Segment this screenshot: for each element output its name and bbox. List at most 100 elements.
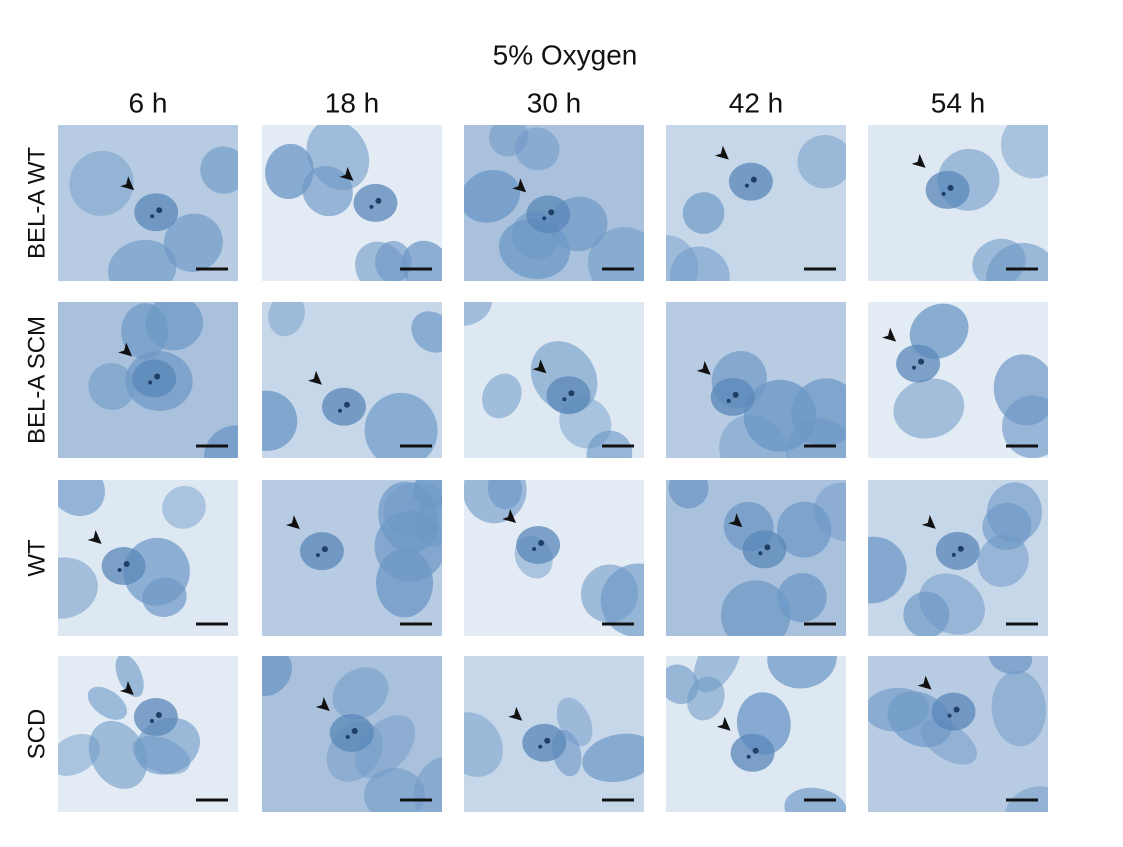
cell	[893, 378, 965, 439]
arrowhead	[508, 706, 523, 721]
micrograph	[58, 302, 238, 458]
figure-title: 5% Oxygen	[493, 39, 638, 70]
arrowhead	[921, 514, 936, 529]
parasite	[947, 184, 954, 191]
cell	[587, 227, 644, 281]
parasite	[544, 737, 551, 744]
infected-cell	[353, 183, 398, 222]
micrograph	[666, 480, 846, 636]
arrowhead	[696, 360, 711, 375]
arrowhead	[120, 176, 135, 191]
column-label: 42 h	[729, 87, 784, 118]
infected-cell	[728, 162, 773, 201]
cell	[355, 241, 409, 281]
parasite	[947, 713, 952, 718]
parasite	[562, 397, 567, 402]
parasite	[148, 380, 153, 385]
infected-cell	[526, 195, 571, 234]
parasite	[744, 183, 749, 188]
micrograph	[666, 302, 846, 458]
cell	[982, 502, 1032, 550]
infected-cell	[546, 376, 591, 415]
infected-cell	[134, 193, 179, 232]
arrowhead	[87, 530, 102, 545]
cell	[498, 219, 570, 279]
cell	[464, 170, 521, 223]
column-label: 54 h	[931, 87, 986, 118]
micrograph	[58, 480, 238, 636]
cell	[265, 143, 314, 200]
cell	[582, 733, 644, 783]
micrograph	[262, 656, 442, 812]
cell	[415, 499, 442, 547]
parasite	[337, 408, 342, 413]
parasite	[912, 365, 917, 370]
parasite	[918, 358, 925, 365]
cell	[364, 768, 425, 812]
cell	[682, 192, 725, 234]
row-label: SCD	[23, 709, 50, 760]
arrowhead	[315, 696, 330, 711]
arrowhead	[339, 166, 354, 181]
cell	[88, 363, 136, 410]
arrowhead	[532, 359, 547, 374]
cell	[988, 656, 1033, 675]
cell	[991, 670, 1047, 747]
parasite	[123, 561, 130, 568]
parasite	[150, 214, 155, 219]
arrowhead	[119, 681, 134, 696]
arrowhead	[917, 675, 932, 690]
arrowhead	[502, 509, 517, 524]
cell	[464, 480, 527, 524]
micrograph	[868, 302, 1048, 458]
parasite	[538, 540, 545, 547]
row-label: BEL-A WT	[23, 147, 50, 259]
parasite	[953, 706, 960, 713]
micrograph	[868, 480, 1048, 636]
cell	[162, 485, 206, 529]
parasite	[156, 207, 163, 214]
arrowhead	[285, 515, 300, 530]
micrograph	[464, 302, 644, 458]
arrowhead	[911, 153, 926, 168]
cell	[163, 213, 223, 272]
row-label: WT	[23, 539, 50, 577]
infected-cell	[931, 692, 976, 731]
parasite	[752, 747, 759, 754]
infected-cell	[710, 377, 755, 416]
cell	[556, 697, 593, 747]
cell	[600, 563, 644, 636]
column-label: 6 h	[129, 87, 168, 118]
micrograph	[58, 125, 238, 281]
parasite	[941, 191, 946, 196]
cell	[693, 656, 742, 693]
micrograph	[262, 302, 442, 458]
cell	[69, 150, 134, 216]
parasite	[117, 568, 122, 573]
micrograph	[666, 656, 846, 812]
cell	[586, 430, 633, 458]
cell	[767, 656, 837, 689]
cell	[668, 480, 709, 509]
cell	[1000, 125, 1048, 179]
parasite	[375, 197, 382, 204]
micrograph	[262, 480, 442, 636]
parasite	[343, 401, 350, 408]
infected-cell	[896, 344, 941, 383]
cell	[58, 480, 105, 516]
arrowhead	[882, 327, 897, 342]
parasite	[154, 373, 161, 380]
parasite	[351, 727, 358, 734]
cell	[411, 311, 442, 353]
parasite	[957, 545, 964, 552]
cell	[412, 480, 442, 508]
infected-cell	[730, 733, 775, 772]
parasite	[758, 551, 763, 556]
cell	[464, 302, 492, 326]
cell	[108, 239, 177, 281]
cell	[115, 656, 144, 698]
cell	[813, 482, 846, 542]
parasite	[345, 734, 350, 739]
arrowhead	[118, 342, 133, 357]
column-label: 30 h	[527, 87, 582, 118]
